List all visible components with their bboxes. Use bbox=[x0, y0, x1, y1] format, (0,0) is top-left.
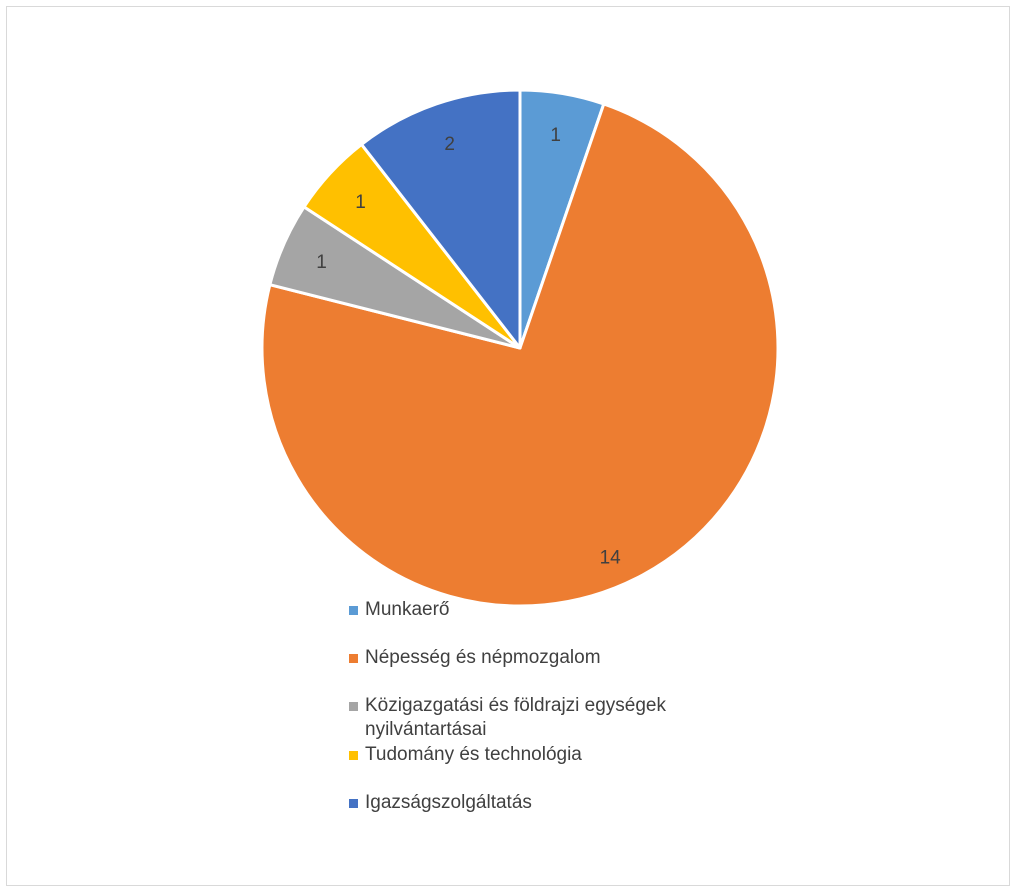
data-label-igazsagszolgaltatas: 2 bbox=[444, 134, 455, 155]
legend-label: Munkaerő bbox=[365, 599, 450, 620]
legend-item-tudomany: Tudomány és technológia bbox=[349, 743, 769, 791]
legend: Munkaerő Népesség és népmozgalom Közigaz… bbox=[349, 598, 769, 815]
pie-slice-igazsagszolgaltatas bbox=[360, 88, 522, 350]
pie-data-labels: 1 14 1 1 2 bbox=[316, 125, 621, 568]
legend-swatch-tudomany bbox=[349, 751, 358, 760]
legend-swatch-munkaero bbox=[349, 606, 358, 615]
legend-swatch-kozigazgatasi bbox=[349, 702, 358, 711]
legend-swatch-igazsagszolgaltatas bbox=[349, 799, 358, 808]
legend-item-nepesseg: Népesség és népmozgalom bbox=[349, 646, 769, 694]
legend-label: Tudomány és technológia bbox=[365, 744, 582, 765]
legend-item-munkaero: Munkaerő bbox=[349, 598, 769, 646]
pie-slices bbox=[260, 88, 780, 608]
legend-item-igazsagszolgaltatas: Igazságszolgáltatás bbox=[349, 791, 769, 815]
pie-slice-nepesseg bbox=[260, 102, 780, 608]
legend-item-kozigazgatasi: Közigazgatási és földrajzi egységek nyil… bbox=[349, 694, 745, 743]
data-label-nepesseg: 14 bbox=[600, 547, 622, 568]
legend-swatch-nepesseg bbox=[349, 654, 358, 663]
legend-label: Közigazgatási és földrajzi egységek nyil… bbox=[365, 695, 667, 740]
legend-label: Népesség és népmozgalom bbox=[365, 647, 601, 668]
legend-label: Igazságszolgáltatás bbox=[365, 792, 532, 813]
data-label-munkaero: 1 bbox=[550, 125, 561, 146]
data-label-tudomany: 1 bbox=[355, 192, 366, 213]
data-label-kozigazgatasi: 1 bbox=[316, 252, 327, 273]
